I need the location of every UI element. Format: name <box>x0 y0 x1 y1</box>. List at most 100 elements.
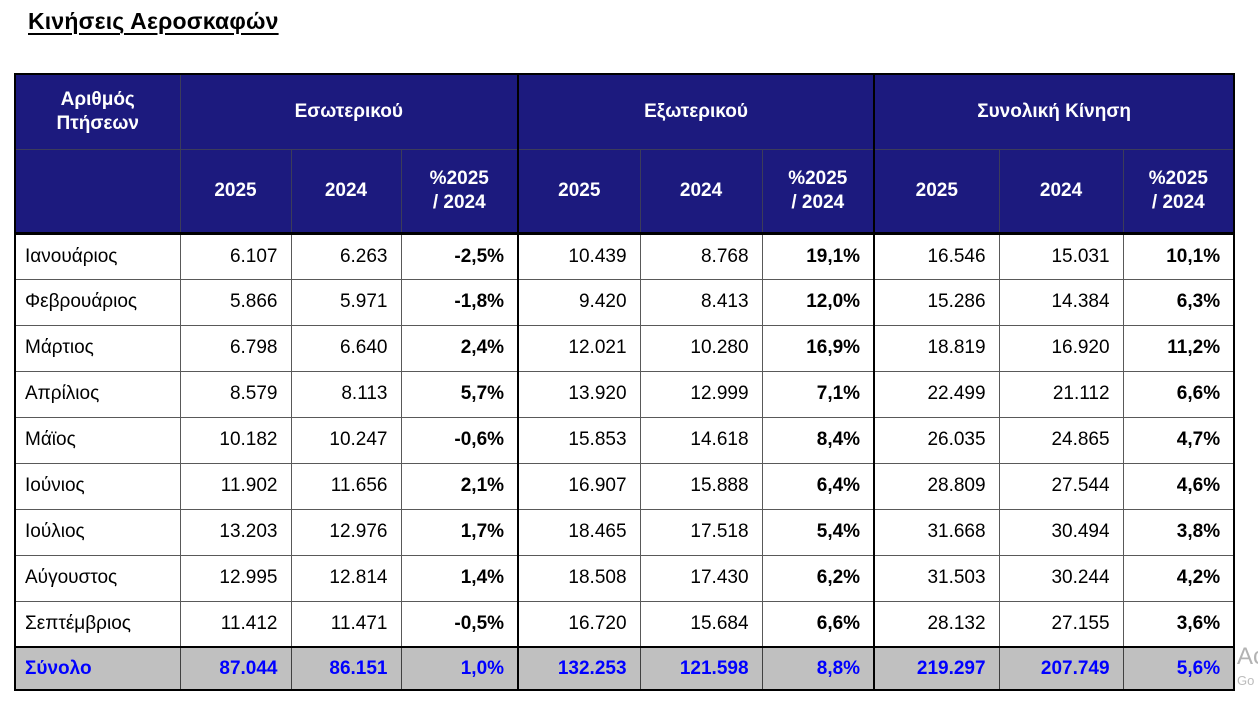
year-header: 2024 <box>998 148 1124 235</box>
value-cell: 11.902 <box>179 462 292 510</box>
month-cell: Μάρτιος <box>14 324 181 372</box>
value-cell: 17.430 <box>639 554 763 602</box>
value-cell: 9.420 <box>517 278 641 326</box>
value-cell: 30.494 <box>998 508 1124 556</box>
month-cell: Ιανουάριος <box>14 232 181 280</box>
total-label-cell: Σύνολο <box>14 646 181 691</box>
value-cell: 27.544 <box>998 462 1124 510</box>
pct-cell: -2,5% <box>400 232 519 280</box>
value-cell: 15.031 <box>998 232 1124 280</box>
pct-header: %2025 / 2024 <box>1122 148 1235 235</box>
pct-cell: 2,4% <box>400 324 519 372</box>
value-cell: 16.920 <box>998 324 1124 372</box>
pct-cell: 2,1% <box>400 462 519 510</box>
value-cell: 28.809 <box>873 462 1000 510</box>
value-cell: 11.412 <box>179 600 292 648</box>
total-pct-cell: 1,0% <box>400 646 519 691</box>
total-value-cell: 132.253 <box>517 646 641 691</box>
table-row: Ιανουάριος 6.107 6.263 -2,5% 10.439 8.76… <box>14 232 1235 280</box>
corner-header-cell: Αριθμός Πτήσεων <box>14 73 181 150</box>
value-cell: 12.021 <box>517 324 641 372</box>
value-cell: 6.640 <box>290 324 402 372</box>
value-cell: 10.182 <box>179 416 292 464</box>
year-header: 2025 <box>179 148 292 235</box>
year-header-row: 2025 2024 %2025 / 2024 2025 2024 %2025 /… <box>14 148 1235 235</box>
total-value-cell: 207.749 <box>998 646 1124 691</box>
table-row: Μάρτιος 6.798 6.640 2,4% 12.021 10.280 1… <box>14 324 1235 372</box>
total-value-cell: 219.297 <box>873 646 1000 691</box>
value-cell: 10.439 <box>517 232 641 280</box>
value-cell: 10.280 <box>639 324 763 372</box>
table-row: Σεπτέμβριος 11.412 11.471 -0,5% 16.720 1… <box>14 600 1235 648</box>
value-cell: 16.907 <box>517 462 641 510</box>
value-cell: 6.798 <box>179 324 292 372</box>
value-cell: 16.720 <box>517 600 641 648</box>
pct-cell: 6,2% <box>761 554 875 602</box>
total-row: Σύνολο 87.044 86.151 1,0% 132.253 121.59… <box>14 646 1235 691</box>
value-cell: 11.471 <box>290 600 402 648</box>
pct-cell: -1,8% <box>400 278 519 326</box>
value-cell: 18.819 <box>873 324 1000 372</box>
table-row: Φεβρουάριος 5.866 5.971 -1,8% 9.420 8.41… <box>14 278 1235 326</box>
value-cell: 5.971 <box>290 278 402 326</box>
value-cell: 8.413 <box>639 278 763 326</box>
pct-cell: 7,1% <box>761 370 875 418</box>
value-cell: 22.499 <box>873 370 1000 418</box>
value-cell: 24.865 <box>998 416 1124 464</box>
pct-cell: 4,6% <box>1122 462 1235 510</box>
month-cell: Απρίλιος <box>14 370 181 418</box>
group-header-domestic: Εσωτερικού <box>179 73 519 150</box>
value-cell: 12.814 <box>290 554 402 602</box>
year-header: 2024 <box>639 148 763 235</box>
value-cell: 8.113 <box>290 370 402 418</box>
value-cell: 15.684 <box>639 600 763 648</box>
value-cell: 21.112 <box>998 370 1124 418</box>
windows-activation-watermark: Ac Go <box>1237 642 1258 690</box>
pct-cell: 8,4% <box>761 416 875 464</box>
value-cell: 5.866 <box>179 278 292 326</box>
value-cell: 10.247 <box>290 416 402 464</box>
pct-cell: 1,4% <box>400 554 519 602</box>
value-cell: 28.132 <box>873 600 1000 648</box>
value-cell: 18.465 <box>517 508 641 556</box>
year-header: 2024 <box>290 148 402 235</box>
pct-cell: 1,7% <box>400 508 519 556</box>
year-header: 2025 <box>873 148 1000 235</box>
total-value-cell: 86.151 <box>290 646 402 691</box>
month-cell: Μάϊος <box>14 416 181 464</box>
group-header-total: Συνολική Κίνηση <box>873 73 1235 150</box>
group-header-row: Αριθμός Πτήσεων Εσωτερικού Εξωτερικού Συ… <box>14 73 1235 150</box>
value-cell: 27.155 <box>998 600 1124 648</box>
value-cell: 12.995 <box>179 554 292 602</box>
pct-cell: -0,5% <box>400 600 519 648</box>
month-cell: Αύγουστος <box>14 554 181 602</box>
value-cell: 16.546 <box>873 232 1000 280</box>
group-header-international: Εξωτερικού <box>517 73 875 150</box>
value-cell: 14.384 <box>998 278 1124 326</box>
pct-cell: 6,4% <box>761 462 875 510</box>
month-cell: Ιούνιος <box>14 462 181 510</box>
empty-header-cell <box>14 148 181 235</box>
watermark-line-1: Ac <box>1237 643 1258 670</box>
watermark-line-2: Go <box>1237 673 1255 688</box>
value-cell: 6.107 <box>179 232 292 280</box>
value-cell: 31.668 <box>873 508 1000 556</box>
year-header: 2025 <box>517 148 641 235</box>
pct-cell: 19,1% <box>761 232 875 280</box>
aircraft-movements-table: Αριθμός Πτήσεων Εσωτερικού Εξωτερικού Συ… <box>14 73 1236 691</box>
value-cell: 31.503 <box>873 554 1000 602</box>
value-cell: 30.244 <box>998 554 1124 602</box>
pct-cell: 6,6% <box>761 600 875 648</box>
value-cell: 8.579 <box>179 370 292 418</box>
page-title: Κινήσεις Αεροσκαφών <box>28 8 279 34</box>
value-cell: 6.263 <box>290 232 402 280</box>
value-cell: 15.853 <box>517 416 641 464</box>
total-pct-cell: 5,6% <box>1122 646 1235 691</box>
pct-cell: -0,6% <box>400 416 519 464</box>
pct-cell: 3,8% <box>1122 508 1235 556</box>
value-cell: 15.286 <box>873 278 1000 326</box>
value-cell: 12.976 <box>290 508 402 556</box>
value-cell: 13.920 <box>517 370 641 418</box>
pct-cell: 4,7% <box>1122 416 1235 464</box>
